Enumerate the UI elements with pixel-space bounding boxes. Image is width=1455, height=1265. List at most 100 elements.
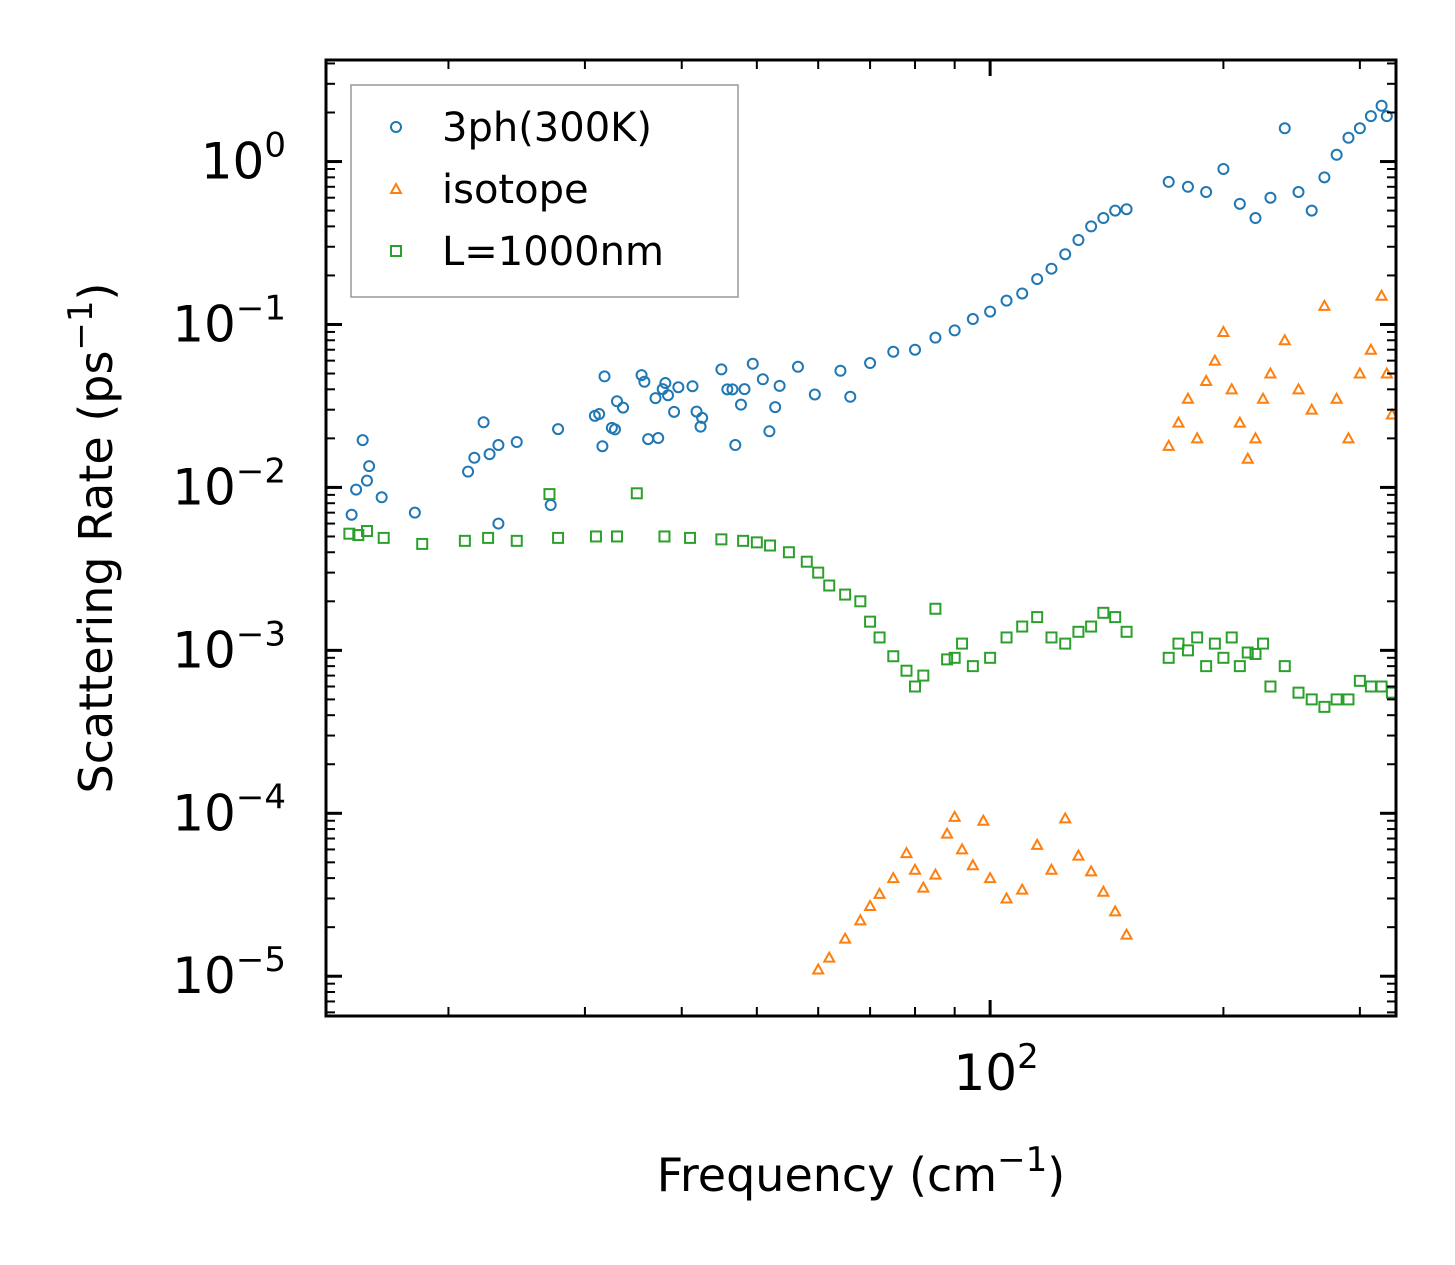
series-2	[343, 487, 1396, 713]
data-point	[773, 379, 786, 392]
data-point	[672, 381, 685, 394]
data-point	[658, 530, 671, 543]
data-point	[1364, 342, 1378, 355]
data-point	[458, 534, 471, 547]
data-point	[1305, 204, 1318, 217]
data-point	[853, 913, 868, 926]
data-point	[1278, 660, 1291, 673]
data-point	[1199, 373, 1213, 386]
data-point	[360, 474, 373, 487]
data-point	[900, 664, 913, 677]
data-point	[1200, 660, 1213, 673]
data-point	[1233, 415, 1247, 428]
data-point	[715, 363, 728, 376]
data-point	[1217, 651, 1230, 664]
y-tick-label: 100	[201, 126, 286, 191]
data-point	[966, 660, 979, 673]
data-point	[668, 405, 681, 418]
data-point	[947, 809, 962, 822]
data-point	[608, 423, 621, 436]
data-point	[948, 324, 961, 337]
data-point	[652, 432, 665, 445]
data-point	[1364, 680, 1377, 693]
data-point	[1263, 366, 1278, 379]
legend-entry: isotope	[389, 167, 589, 213]
data-point	[1208, 353, 1222, 366]
data-point	[1162, 175, 1175, 188]
data-point	[1181, 180, 1194, 193]
data-point	[610, 395, 623, 408]
data-point	[822, 950, 836, 963]
data-point	[1031, 611, 1044, 624]
data-point	[864, 357, 877, 370]
data-point	[886, 871, 900, 884]
data-point	[1162, 438, 1176, 451]
data-point	[1119, 927, 1134, 940]
data-point	[1059, 248, 1072, 261]
data-point	[468, 451, 481, 464]
data-point	[686, 380, 699, 393]
data-point	[854, 595, 867, 608]
data-point	[811, 962, 825, 975]
data-point	[1225, 382, 1239, 395]
data-point	[684, 531, 697, 544]
data-point	[976, 813, 991, 826]
major-ticks	[326, 60, 1396, 1016]
data-point	[769, 401, 782, 414]
data-point	[984, 305, 997, 318]
data-point	[1318, 171, 1331, 184]
data-point	[1000, 294, 1013, 307]
data-point	[737, 534, 750, 547]
data-point	[659, 377, 672, 390]
data-point	[360, 525, 373, 538]
data-point	[1072, 233, 1085, 246]
data-point	[721, 383, 734, 396]
data-point	[1385, 407, 1396, 420]
data-point	[482, 531, 495, 544]
y-axis-title: Scattering Rate (ps−1)	[61, 282, 123, 793]
data-point	[1249, 212, 1262, 225]
data-point	[1385, 686, 1396, 699]
data-point	[791, 360, 804, 373]
data-point	[1233, 660, 1246, 673]
data-point	[343, 527, 356, 540]
data-point	[726, 383, 739, 396]
data-point	[375, 491, 388, 504]
data-point	[1305, 402, 1319, 415]
data-point	[734, 398, 747, 411]
data-point	[738, 383, 751, 396]
y-tick-labels: 100 10−1 10−2 10−3 10−4 10−5	[172, 126, 286, 1006]
data-point	[510, 436, 523, 449]
data-point	[345, 508, 358, 521]
data-point	[1162, 651, 1175, 664]
data-point	[1097, 212, 1110, 225]
data-point	[1045, 631, 1058, 644]
data-point	[1071, 848, 1086, 861]
data-point	[1181, 391, 1195, 404]
data-point	[1329, 391, 1344, 404]
data-point	[598, 370, 611, 383]
data-point	[899, 846, 914, 859]
data-point	[1208, 637, 1221, 650]
data-point	[909, 680, 922, 693]
data-point	[834, 364, 847, 377]
data-point	[1330, 148, 1343, 161]
data-point	[363, 460, 376, 473]
data-point	[1120, 203, 1133, 216]
data-point	[416, 537, 429, 550]
legend-label: isotope	[442, 167, 589, 213]
data-point	[1241, 451, 1255, 464]
data-point	[1278, 122, 1291, 135]
data-point	[1031, 273, 1044, 286]
data-point	[1291, 382, 1306, 395]
data-point	[483, 448, 496, 461]
data-point	[800, 555, 813, 568]
data-point	[649, 392, 662, 405]
data-point	[941, 653, 954, 666]
data-point	[1364, 110, 1377, 123]
data-point	[1375, 99, 1388, 112]
data-point	[630, 487, 643, 500]
data-point	[1030, 837, 1044, 850]
data-point	[1330, 693, 1343, 706]
legend-entry: L=1000nm	[390, 229, 664, 275]
